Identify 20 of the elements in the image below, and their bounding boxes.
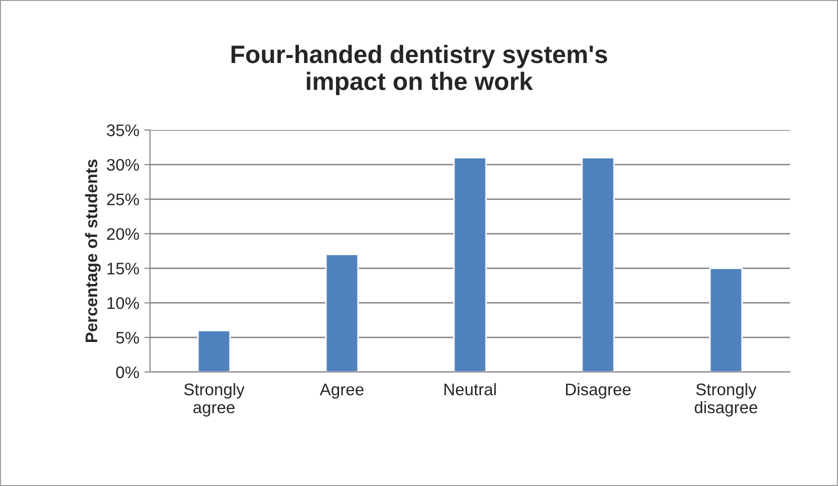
x-tick-label: Disagree (566, 383, 631, 399)
x-tick-label: Strongly agree (184, 383, 245, 417)
y-tick-label: 30% (106, 158, 139, 171)
x-tick-label: Agree (320, 384, 364, 399)
y-tick-label: 10% (107, 297, 139, 310)
y-tick-label: 5% (116, 332, 139, 344)
chart-title: Four-handed dentistry system's impact on the work (232, 44, 608, 96)
bar (709, 268, 743, 372)
bar (453, 156, 487, 372)
y-tick-label: 15% (107, 262, 139, 274)
y-tick-label: 20% (107, 228, 139, 240)
y-tick-label: 25% (107, 194, 139, 206)
bar (581, 156, 615, 372)
y-tick-label: 35% (106, 124, 139, 136)
bar (325, 254, 359, 372)
y-tick-label: 0% (116, 366, 139, 378)
bar (197, 330, 231, 372)
y-axis-title: Percentage of students (85, 160, 101, 342)
x-tick-label: Strongly disagree (694, 383, 758, 417)
x-tick-label: Neutral (444, 383, 496, 396)
